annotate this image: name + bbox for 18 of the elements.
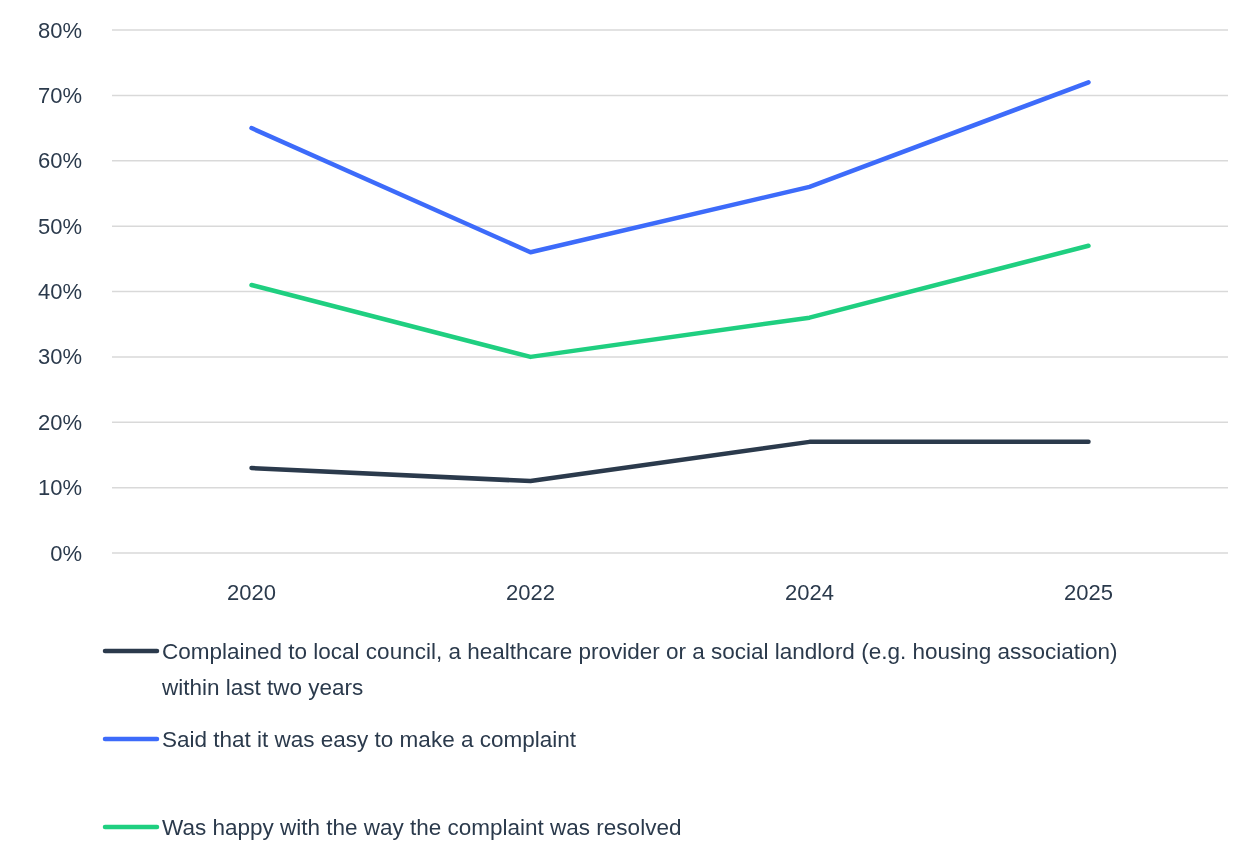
y-tick-label: 70% [37, 82, 82, 108]
x-tick-label: 2025 [1064, 579, 1113, 605]
x-tick-label: 2020 [227, 579, 276, 605]
y-tick-label: 0% [50, 540, 82, 566]
y-tick-label: 80% [37, 17, 82, 43]
y-tick-label: 50% [37, 213, 82, 239]
y-tick-label: 60% [37, 148, 82, 174]
legend-label: Said that it was easy to make a complaint [162, 726, 577, 752]
legend-label: Complained to local council, a healthcare provider or a social landlord (e.g. housing association) within last two years [161, 638, 1118, 700]
x-tick-label: 2024 [785, 579, 834, 605]
legend-label: Was happy with the way the complaint was resolved [162, 814, 682, 840]
y-tick-label: 20% [37, 409, 82, 435]
y-tick-label: 40% [37, 279, 82, 304]
line-series [249, 243, 1091, 360]
x-tick-label: 2022 [506, 579, 555, 605]
y-tick-label: 10% [37, 475, 82, 501]
y-tick-label: 30% [37, 344, 82, 370]
line-series [249, 80, 1091, 255]
